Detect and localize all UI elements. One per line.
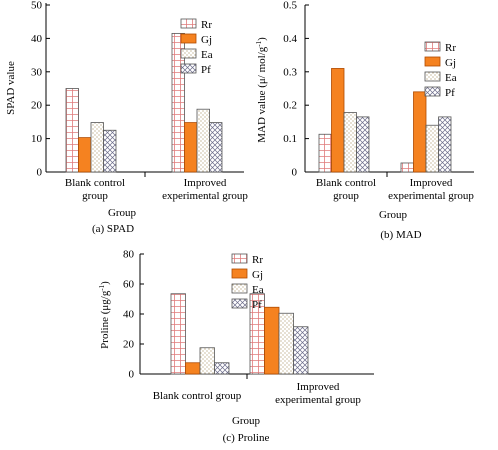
spad-y-tick-label: 40	[31, 33, 43, 45]
proline-bar-gj	[185, 362, 201, 375]
proline-legend: Rr Gj Ea Pf	[231, 253, 264, 311]
mad-bar-pf	[438, 116, 452, 173]
mad-y-tick-label: 0.2	[283, 100, 297, 112]
spad-bar-gj	[78, 137, 92, 173]
spad-y-tick-label: 30	[31, 66, 43, 78]
spad-bar-ea	[90, 122, 104, 173]
mad-legend-swatch-gj	[424, 56, 441, 67]
proline-legend-swatch-rr	[231, 253, 248, 264]
proline-legend-label-ea: Ea	[252, 284, 264, 296]
spad-legend-swatch-rr	[180, 18, 197, 29]
proline-bars	[170, 293, 309, 375]
proline-y-tick-label: 0	[129, 369, 135, 381]
spad-category-label: Improved experimental group	[162, 177, 248, 202]
proline-legend-swatch-pf	[231, 298, 248, 309]
spad-legend-label-rr: Rr	[201, 19, 212, 31]
mad-legend-label-ea: Ea	[445, 72, 457, 84]
mad-bar-gj	[331, 68, 345, 173]
mad-bar-ea	[343, 112, 357, 173]
spad-bar-ea	[196, 108, 210, 173]
spad-y-tick-label: 10	[31, 133, 43, 145]
spad-caption: (a) SPAD	[92, 223, 134, 235]
mad-bar-gj	[413, 91, 427, 173]
spad-legend-swatch-pf	[180, 63, 197, 74]
proline-bar-gj	[264, 306, 280, 375]
proline-category-labels: Blank control group Improved experimental …	[153, 381, 362, 406]
proline-chart: Proline (μg/g-1) 0 20 40 60 80 Rr Gj Ea Pf Blan…	[98, 249, 374, 444]
proline-legend-label-rr: Rr	[252, 254, 263, 266]
mad-y-tick-label: 0.5	[283, 0, 297, 12]
mad-y-axis-label: MAD value (μ/ mol/g-1)	[255, 37, 268, 143]
proline-x-axis-label: Group	[232, 415, 261, 427]
spad-legend-label-ea: Ea	[201, 49, 213, 61]
mad-category-label: Blank control group	[316, 177, 376, 202]
spad-bars	[65, 32, 223, 173]
mad-legend-label-gj: Gj	[445, 57, 456, 69]
spad-y-ticks: 0 10 20 30 40 50	[31, 0, 50, 179]
mad-category-label: Improved experimental group	[388, 177, 474, 202]
proline-bar-ea	[199, 347, 215, 375]
mad-y-tick-label: 0	[292, 167, 298, 179]
proline-category-label: Improved experimental group	[275, 381, 361, 406]
proline-y-axis-label: Proline (μg/g-1)	[98, 281, 111, 349]
mad-bar-rr	[318, 133, 332, 173]
proline-bar-ea	[278, 312, 294, 375]
proline-legend-label-pf: Pf	[252, 299, 262, 311]
proline-legend-swatch-ea	[231, 283, 248, 294]
spad-y-axis-label: SPAD value	[5, 61, 17, 115]
proline-legend-swatch-gj	[231, 268, 248, 279]
mad-bar-rr	[400, 162, 414, 173]
proline-y-tick-label: 20	[123, 339, 135, 351]
spad-bar-rr	[65, 88, 79, 173]
spad-legend-label-gj: Gj	[201, 34, 212, 46]
spad-category-labels: Blank control group Improved experimental g…	[65, 177, 249, 202]
spad-legend-swatch-gj	[180, 33, 197, 44]
spad-x-axis-label: Group	[108, 207, 137, 219]
spad-y-tick-label: 50	[31, 0, 43, 12]
spad-bar-pf	[209, 122, 223, 173]
mad-legend-label-pf: Pf	[445, 87, 455, 99]
mad-legend-swatch-ea	[424, 71, 441, 82]
proline-bar-pf	[214, 362, 230, 375]
spad-legend: Rr Gj Ea Pf	[180, 18, 213, 76]
mad-bars	[318, 68, 452, 173]
proline-category-label: Blank control group	[153, 390, 242, 402]
mad-x-axis-label: Group	[379, 209, 408, 221]
spad-y-tick-label: 20	[31, 100, 43, 112]
spad-bar-pf	[103, 129, 117, 173]
proline-y-ticks: 0 20 40 60 80	[123, 249, 144, 381]
mad-y-tick-label: 0.3	[283, 66, 297, 78]
proline-caption: (c) Proline	[223, 432, 270, 444]
mad-legend-swatch-pf	[424, 86, 441, 97]
mad-y-tick-label: 0.1	[283, 133, 297, 145]
proline-y-tick-label: 80	[123, 249, 135, 261]
spad-legend-label-pf: Pf	[201, 64, 211, 76]
proline-y-tick-label: 60	[123, 279, 135, 291]
mad-chart: MAD value (μ/ mol/g-1) 00.10.20.30.40.5 …	[255, 0, 474, 241]
mad-y-tick-label: 0.4	[283, 33, 297, 45]
spad-chart: SPAD value 0 10 20 30 40 50 Rr Gj Ea Pf Blank co…	[5, 0, 248, 235]
spad-legend-swatch-ea	[180, 48, 197, 59]
mad-legend: Rr Gj Ea Pf	[424, 41, 457, 99]
mad-category-labels: Blank control group Improved experimental g…	[316, 177, 475, 202]
mad-legend-swatch-rr	[424, 41, 441, 52]
proline-legend-label-gj: Gj	[252, 269, 263, 281]
proline-bar-pf	[293, 326, 309, 375]
mad-bar-pf	[356, 116, 370, 173]
mad-caption: (b) MAD	[380, 229, 421, 241]
spad-category-label: Blank control group	[65, 177, 125, 202]
proline-bar-rr	[170, 293, 186, 375]
spad-y-tick-label: 0	[37, 167, 43, 179]
spad-bar-gj	[184, 122, 198, 173]
mad-legend-label-rr: Rr	[445, 42, 456, 54]
proline-y-tick-label: 40	[123, 309, 135, 321]
mad-bar-ea	[425, 124, 439, 173]
